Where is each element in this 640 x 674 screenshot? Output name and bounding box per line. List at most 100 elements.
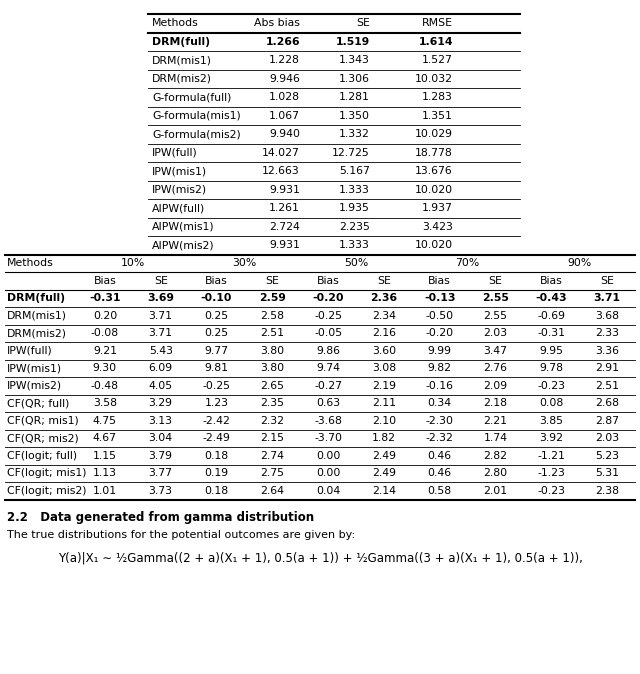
Text: 2.03: 2.03 xyxy=(595,433,619,443)
Text: 10.029: 10.029 xyxy=(415,129,453,140)
Text: 12.725: 12.725 xyxy=(332,148,370,158)
Text: 3.13: 3.13 xyxy=(148,416,173,426)
Text: 2.2   Data generated from gamma distribution: 2.2 Data generated from gamma distributi… xyxy=(7,511,314,524)
Text: 2.38: 2.38 xyxy=(595,486,619,496)
Text: DRM(full): DRM(full) xyxy=(152,37,210,47)
Text: 12.663: 12.663 xyxy=(262,166,300,176)
Text: 1.15: 1.15 xyxy=(93,451,117,461)
Text: 9.931: 9.931 xyxy=(269,185,300,195)
Text: 1.343: 1.343 xyxy=(339,55,370,65)
Text: 5.23: 5.23 xyxy=(595,451,619,461)
Text: 1.350: 1.350 xyxy=(339,111,370,121)
Text: 3.68: 3.68 xyxy=(595,311,619,321)
Text: 1.01: 1.01 xyxy=(93,486,117,496)
Text: 3.60: 3.60 xyxy=(372,346,396,356)
Text: SE: SE xyxy=(154,276,168,286)
Text: -0.50: -0.50 xyxy=(426,311,454,321)
Text: 2.11: 2.11 xyxy=(372,398,396,408)
Text: DRM(mis1): DRM(mis1) xyxy=(152,55,212,65)
Text: 9.74: 9.74 xyxy=(316,363,340,373)
Text: AIPW(full): AIPW(full) xyxy=(152,204,205,213)
Text: 0.00: 0.00 xyxy=(316,468,340,479)
Text: -0.25: -0.25 xyxy=(314,311,342,321)
Text: 2.82: 2.82 xyxy=(483,451,508,461)
Text: 1.283: 1.283 xyxy=(422,92,453,102)
Text: IPW(mis1): IPW(mis1) xyxy=(152,166,207,176)
Text: SE: SE xyxy=(266,276,279,286)
Text: 2.10: 2.10 xyxy=(372,416,396,426)
Text: 2.49: 2.49 xyxy=(372,451,396,461)
Text: 3.58: 3.58 xyxy=(93,398,117,408)
Text: 9.95: 9.95 xyxy=(540,346,563,356)
Text: 1.333: 1.333 xyxy=(339,240,370,250)
Text: 1.937: 1.937 xyxy=(422,204,453,213)
Text: CF(QR; mis1): CF(QR; mis1) xyxy=(7,416,79,426)
Text: 2.09: 2.09 xyxy=(483,381,508,391)
Text: Bias: Bias xyxy=(205,276,228,286)
Text: 4.67: 4.67 xyxy=(93,433,117,443)
Text: The true distributions for the potential outcomes are given by:: The true distributions for the potential… xyxy=(7,530,355,541)
Text: 3.71: 3.71 xyxy=(148,328,173,338)
Text: 0.20: 0.20 xyxy=(93,311,117,321)
Text: 2.35: 2.35 xyxy=(260,398,284,408)
Text: 2.76: 2.76 xyxy=(483,363,508,373)
Text: 4.75: 4.75 xyxy=(93,416,117,426)
Text: CF(logit; mis1): CF(logit; mis1) xyxy=(7,468,86,479)
Text: 1.281: 1.281 xyxy=(339,92,370,102)
Text: 3.80: 3.80 xyxy=(260,363,284,373)
Text: 1.13: 1.13 xyxy=(93,468,117,479)
Text: 3.80: 3.80 xyxy=(260,346,284,356)
Text: -1.21: -1.21 xyxy=(538,451,565,461)
Text: 5.167: 5.167 xyxy=(339,166,370,176)
Text: G-formula(full): G-formula(full) xyxy=(152,92,232,102)
Text: 2.16: 2.16 xyxy=(372,328,396,338)
Text: 50%: 50% xyxy=(344,258,368,268)
Text: -0.23: -0.23 xyxy=(538,486,565,496)
Text: CF(logit; full): CF(logit; full) xyxy=(7,451,77,461)
Text: 2.235: 2.235 xyxy=(339,222,370,232)
Text: 3.77: 3.77 xyxy=(148,468,173,479)
Text: 3.71: 3.71 xyxy=(594,293,621,303)
Text: 3.423: 3.423 xyxy=(422,222,453,232)
Text: 9.30: 9.30 xyxy=(93,363,117,373)
Text: 3.73: 3.73 xyxy=(148,486,173,496)
Text: 10.020: 10.020 xyxy=(415,185,453,195)
Text: 2.49: 2.49 xyxy=(372,468,396,479)
Text: 0.34: 0.34 xyxy=(428,398,452,408)
Text: 1.935: 1.935 xyxy=(339,204,370,213)
Text: Methods: Methods xyxy=(152,18,199,28)
Text: 2.51: 2.51 xyxy=(260,328,284,338)
Text: SE: SE xyxy=(600,276,614,286)
Text: 1.74: 1.74 xyxy=(483,433,508,443)
Text: 2.14: 2.14 xyxy=(372,486,396,496)
Text: 2.03: 2.03 xyxy=(483,328,508,338)
Text: 0.25: 0.25 xyxy=(204,328,228,338)
Text: -0.27: -0.27 xyxy=(314,381,342,391)
Text: 9.946: 9.946 xyxy=(269,73,300,84)
Text: -0.16: -0.16 xyxy=(426,381,454,391)
Text: -2.49: -2.49 xyxy=(203,433,230,443)
Text: CF(logit; mis2): CF(logit; mis2) xyxy=(7,486,86,496)
Text: 14.027: 14.027 xyxy=(262,148,300,158)
Text: 13.676: 13.676 xyxy=(415,166,453,176)
Text: -0.23: -0.23 xyxy=(538,381,565,391)
Text: 2.80: 2.80 xyxy=(483,468,508,479)
Text: Methods: Methods xyxy=(7,258,54,268)
Text: 0.46: 0.46 xyxy=(428,468,452,479)
Text: 1.23: 1.23 xyxy=(205,398,228,408)
Text: 2.74: 2.74 xyxy=(260,451,284,461)
Text: IPW(full): IPW(full) xyxy=(7,346,52,356)
Text: 1.261: 1.261 xyxy=(269,204,300,213)
Text: DRM(mis1): DRM(mis1) xyxy=(7,311,67,321)
Text: 3.79: 3.79 xyxy=(148,451,173,461)
Text: 9.940: 9.940 xyxy=(269,129,300,140)
Text: Y(a)|X₁ ∼ ½Gamma((2 + a)(X₁ + 1), 0.5(a + 1)) + ½Gamma((3 + a)(X₁ + 1), 0.5(a + : Y(a)|X₁ ∼ ½Gamma((2 + a)(X₁ + 1), 0.5(a … xyxy=(58,551,582,564)
Text: -0.08: -0.08 xyxy=(91,328,119,338)
Text: 9.78: 9.78 xyxy=(540,363,563,373)
Text: 1.614: 1.614 xyxy=(419,37,453,47)
Text: 0.46: 0.46 xyxy=(428,451,452,461)
Text: 9.86: 9.86 xyxy=(316,346,340,356)
Text: G-formula(mis2): G-formula(mis2) xyxy=(152,129,241,140)
Text: 10.020: 10.020 xyxy=(415,240,453,250)
Text: 2.36: 2.36 xyxy=(371,293,397,303)
